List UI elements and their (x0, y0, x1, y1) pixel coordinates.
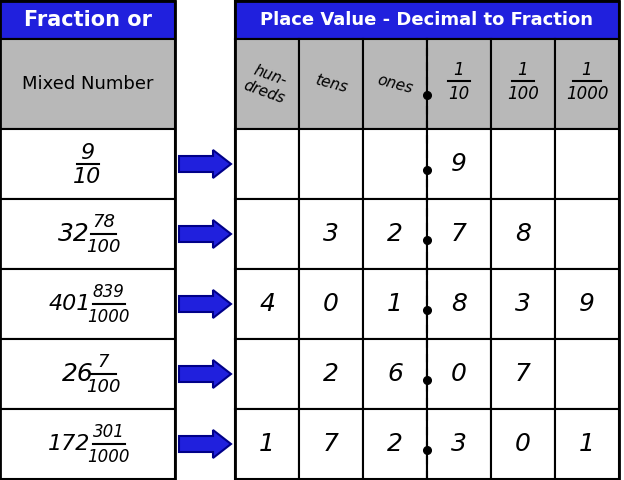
Bar (235, 199, 299, 269)
Bar (491, 339, 555, 409)
Text: 8: 8 (451, 292, 467, 316)
Text: 172: 172 (48, 434, 90, 454)
Text: 78: 78 (92, 213, 115, 231)
Bar (363, 339, 427, 409)
Text: 9: 9 (579, 292, 595, 316)
Text: 1: 1 (259, 432, 275, 456)
Bar (363, 39, 427, 129)
Bar (0, 339, 175, 409)
Bar (427, 39, 491, 129)
Bar (299, 129, 363, 199)
Text: 7: 7 (98, 353, 109, 371)
FancyArrow shape (179, 430, 231, 458)
Text: 32: 32 (57, 222, 89, 246)
Text: 0: 0 (323, 292, 339, 316)
Text: hun-
dreds: hun- dreds (241, 61, 293, 107)
Bar (491, 129, 555, 199)
Bar (363, 409, 427, 479)
Bar (299, 339, 363, 409)
Bar (427, 199, 491, 269)
Bar (235, 1, 619, 479)
Text: 0: 0 (515, 432, 531, 456)
Text: 9: 9 (80, 143, 95, 163)
Text: 100: 100 (507, 85, 539, 103)
Text: 839: 839 (92, 283, 124, 301)
Text: 3: 3 (515, 292, 531, 316)
Text: 2: 2 (387, 432, 403, 456)
Text: 7: 7 (323, 432, 339, 456)
Bar (235, 269, 299, 339)
Bar (555, 269, 619, 339)
Bar (363, 269, 427, 339)
Text: 2: 2 (387, 222, 403, 246)
Bar (235, 1, 619, 39)
Text: 26: 26 (62, 362, 94, 386)
Text: 1000: 1000 (87, 448, 130, 466)
Text: 10: 10 (449, 85, 470, 103)
Text: 8: 8 (515, 222, 531, 246)
Text: 2: 2 (323, 362, 339, 386)
Bar (363, 199, 427, 269)
FancyArrow shape (179, 360, 231, 388)
Bar (0, 269, 175, 339)
Text: Fraction or: Fraction or (24, 10, 152, 30)
Bar (555, 39, 619, 129)
Bar (299, 409, 363, 479)
Text: 9: 9 (451, 152, 467, 176)
Bar (235, 39, 299, 129)
Text: Mixed Number: Mixed Number (22, 75, 154, 93)
Text: 3: 3 (323, 222, 339, 246)
FancyArrow shape (179, 290, 231, 318)
Text: 100: 100 (86, 378, 121, 396)
Bar (555, 199, 619, 269)
Bar (0, 39, 175, 129)
FancyArrow shape (179, 220, 231, 248)
Bar (235, 409, 299, 479)
Text: 1: 1 (582, 61, 592, 79)
Bar (299, 39, 363, 129)
Text: 7: 7 (515, 362, 531, 386)
Bar (0, 1, 175, 39)
Bar (0, 409, 175, 479)
Bar (299, 269, 363, 339)
Bar (427, 129, 491, 199)
Bar (491, 39, 555, 129)
Bar (491, 409, 555, 479)
Bar (427, 339, 491, 409)
Bar (555, 409, 619, 479)
Text: ones: ones (376, 72, 414, 96)
Bar (491, 269, 555, 339)
Text: 100: 100 (86, 238, 121, 256)
Bar (235, 339, 299, 409)
Text: Place Value - Decimal to Fraction: Place Value - Decimal to Fraction (260, 11, 593, 29)
Bar (491, 199, 555, 269)
Bar (363, 129, 427, 199)
Bar (235, 129, 299, 199)
Text: 1: 1 (518, 61, 529, 79)
Text: tens: tens (313, 72, 349, 96)
Text: 7: 7 (451, 222, 467, 246)
Text: 3: 3 (451, 432, 467, 456)
Text: 1: 1 (454, 61, 464, 79)
Bar (555, 339, 619, 409)
Bar (0, 129, 175, 199)
Text: 10: 10 (74, 167, 102, 187)
Bar (555, 129, 619, 199)
Bar (427, 269, 491, 339)
Text: 1: 1 (387, 292, 403, 316)
Text: 1000: 1000 (566, 85, 608, 103)
Text: 6: 6 (387, 362, 403, 386)
Bar (0, 1, 175, 479)
Bar (0, 199, 175, 269)
Text: 301: 301 (92, 423, 124, 441)
Text: 4: 4 (259, 292, 275, 316)
Text: 0: 0 (451, 362, 467, 386)
Text: 1: 1 (579, 432, 595, 456)
Text: 1000: 1000 (87, 308, 130, 326)
Bar (427, 409, 491, 479)
FancyArrow shape (179, 150, 231, 178)
Text: 401: 401 (48, 294, 90, 314)
Bar (299, 199, 363, 269)
